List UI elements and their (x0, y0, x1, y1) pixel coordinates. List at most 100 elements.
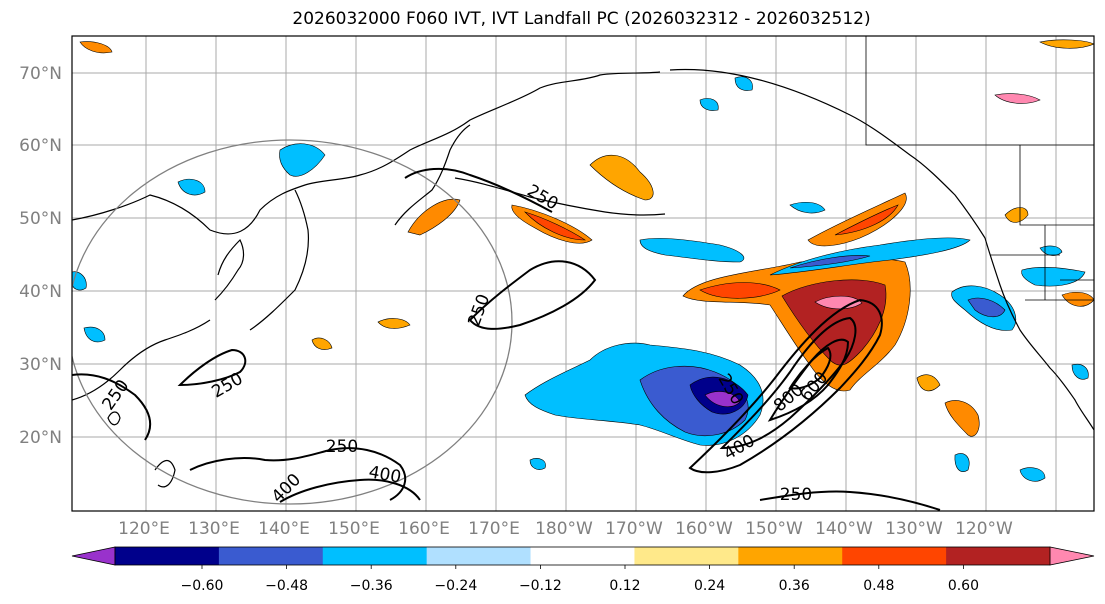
lon-label: 180°W (535, 519, 593, 539)
negative-anomaly-e2 (1071, 363, 1089, 380)
negative-anomaly-band-core (789, 255, 871, 269)
lon-label: 140°E (258, 519, 310, 539)
coast-na-west (984, 237, 1094, 431)
positive-anomaly-band (807, 192, 907, 247)
lon-label: 160°E (398, 519, 450, 539)
colorbar-segment (322, 547, 428, 565)
contour-label: 250 (780, 485, 812, 505)
lon-label: 170°E (468, 519, 520, 539)
contour-250-mid (468, 260, 597, 330)
contour-250-north (404, 167, 553, 213)
negative-anomaly-al (734, 76, 753, 91)
coast-china-south (72, 319, 211, 401)
colorbar-tick-label: −0.36 (350, 578, 393, 594)
colorbar-tick-label: −0.60 (181, 578, 224, 594)
positive-anomaly-band-core (834, 204, 899, 236)
border-canada-us-west (1019, 145, 1094, 226)
negative-anomaly-gulf2 (789, 201, 826, 214)
negative-anomaly-hawaii-north (639, 238, 745, 263)
positive-anomaly-west (377, 318, 411, 329)
colorbar-extend-high (1049, 546, 1095, 566)
lat-label: 50°N (19, 209, 62, 229)
lon-label: 130°E (188, 519, 240, 539)
lon-label: 120°W (955, 519, 1013, 539)
lat-label: 20°N (19, 428, 62, 448)
colorbar-segment (842, 547, 947, 565)
positive-anomaly-kamchatka (407, 198, 461, 236)
positive-anomaly-canada (994, 93, 1041, 104)
contour-400-se (719, 316, 857, 450)
colorbar-tick-label: −0.12 (519, 578, 562, 594)
ivt-shading (72, 39, 1094, 482)
negative-anomaly-band (769, 237, 971, 276)
coast-kamchatka (394, 124, 471, 226)
negative-anomaly-phil (954, 453, 970, 472)
negative-anomaly-great-basin (1039, 245, 1063, 256)
colorbar: −0.60 −0.48 −0.36 −0.24 −0.12 0.12 0.24 0.36 0.4… (71, 546, 1095, 594)
lat-label: 40°N (19, 282, 62, 302)
contour-250-japan (177, 348, 247, 387)
map-title: 2026032000 F060 IVT, IVT Landfall PC (20… (292, 9, 871, 29)
colorbar-segment (218, 547, 324, 565)
map-background (72, 36, 1094, 511)
negative-anomaly-mongolia (177, 179, 206, 196)
border-us-states (990, 225, 1094, 301)
positive-anomaly-pacnw (1004, 207, 1029, 223)
negative-anomaly-nevada (1021, 267, 1086, 287)
colorbar-tick-label: 0.60 (948, 578, 979, 594)
negative-anomaly-seasia (83, 326, 106, 343)
colorbar-tick-label: 0.24 (694, 578, 725, 594)
contour-400-south (279, 478, 421, 503)
colorbar-tick-label: 0.36 (779, 578, 810, 594)
colorbar-segment (634, 547, 739, 565)
colorbar-segment (738, 547, 843, 565)
negative-anomaly-bc (699, 98, 719, 111)
graticule (72, 36, 1094, 511)
positive-anomaly-bering (589, 154, 654, 201)
contour-250-sw (72, 373, 152, 441)
colorbar-tick-label: 0.12 (609, 578, 640, 594)
lon-label: 150°W (745, 519, 803, 539)
contour-250-se (688, 298, 883, 474)
coast-taiwan (107, 411, 121, 426)
coast-japan (249, 189, 310, 331)
positive-anomaly-w2 (311, 337, 333, 350)
lon-label: 160°W (675, 519, 733, 539)
positive-anomaly-se1 (944, 400, 980, 437)
negative-anomaly-main-4 (704, 391, 741, 408)
lat-label: 60°N (19, 136, 62, 156)
lon-label: 170°W (605, 519, 663, 539)
landfall-range-ring (72, 139, 513, 505)
latitude-labels: 70°N 60°N 50°N 40°N 30°N 20°N (19, 64, 62, 448)
border-us-canada (865, 36, 1094, 146)
lon-label: 130°W (885, 519, 943, 539)
coast-asia (72, 71, 661, 235)
ivt-contours (72, 167, 941, 511)
coast-korea (214, 238, 245, 301)
coast-philippines (154, 460, 176, 488)
colorbar-tick-label: 0.48 (863, 578, 894, 594)
lat-label: 30°N (19, 355, 62, 375)
contour-800 (788, 346, 832, 390)
coast-alaska (669, 68, 986, 239)
colorbar-outline (114, 546, 1051, 566)
colorbar-segment (115, 547, 220, 565)
longitude-labels: 120°E 130°E 140°E 150°E 160°E 170°E 180°W 170°W… (118, 519, 1013, 539)
map-frame (71, 35, 1095, 512)
political-borders (865, 36, 1094, 301)
contour-600 (767, 338, 850, 422)
positive-anomaly-rockies (1061, 291, 1094, 307)
positive-anomaly-ne (1039, 39, 1094, 49)
positive-anomaly-inner (699, 282, 781, 299)
contour-label: 250 (326, 437, 358, 457)
coastlines (72, 68, 1094, 488)
positive-anomaly-peak (814, 295, 863, 310)
positive-anomaly-aleutian-core (524, 211, 586, 241)
contour-250-bottom (759, 490, 941, 511)
colorbar-extend-low (71, 546, 116, 566)
negative-anomaly-s1 (529, 458, 546, 470)
lon-label: 120°E (118, 519, 170, 539)
colorbar-segment (530, 547, 635, 565)
lon-label: 150°E (328, 519, 380, 539)
